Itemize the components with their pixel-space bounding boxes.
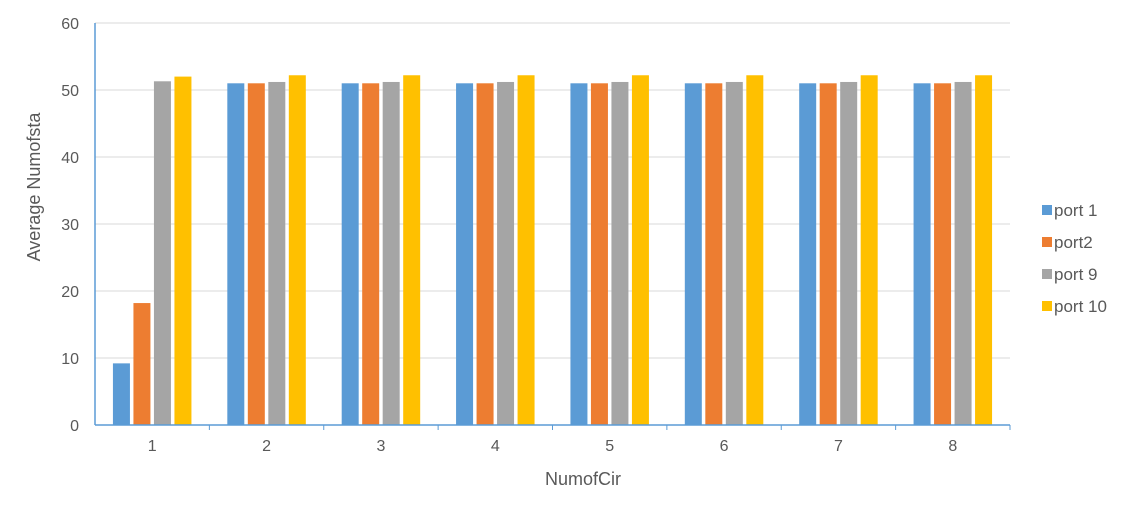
legend-swatch [1042,301,1052,311]
axes [94,23,1011,430]
bar [954,81,972,426]
bar [403,75,421,425]
y-axis-title: Average Numofsta [24,112,44,262]
bar [975,75,993,425]
y-tick-label: 0 [70,418,79,435]
bar [112,363,130,425]
legend-label: port 10 [1054,297,1107,316]
bar [725,81,743,426]
x-tick-label: 8 [948,438,957,455]
bar [746,75,764,425]
y-tick-labels: 0 10 20 30 40 50 60 [61,16,79,435]
bar [153,81,171,425]
bar [362,83,380,426]
bar [684,83,702,426]
bar [247,83,265,426]
x-tick-labels: 1 2 3 4 5 6 7 8 [148,438,958,455]
bar [819,83,837,426]
legend-label: port 1 [1054,201,1097,220]
bar [590,83,608,426]
bar [382,81,400,426]
x-tick-label: 2 [262,438,271,455]
bar [611,81,629,426]
bar [799,83,817,426]
bar [476,83,494,426]
x-tick-label: 6 [720,438,729,455]
x-tick-label: 7 [834,438,843,455]
x-tick-label: 1 [148,438,157,455]
x-tick-label: 3 [376,438,385,455]
y-tick-label: 30 [61,217,79,234]
bar [456,83,474,426]
legend-item: port 1 [1042,201,1097,220]
y-tick-label: 20 [61,284,79,301]
legend-item: port 10 [1042,297,1107,316]
legend-swatch [1042,237,1052,247]
bar [227,83,245,426]
bar [133,303,151,425]
legend-item: port2 [1042,233,1093,252]
legend-label: port 9 [1054,265,1097,284]
bar [268,81,286,426]
y-tick-label: 50 [61,83,79,100]
bar [288,75,306,425]
bar [174,76,192,425]
bar [913,83,931,426]
x-tick-label: 5 [605,438,614,455]
legend-item: port 9 [1042,265,1097,284]
x-axis-title: NumofCir [545,469,621,489]
y-tick-label: 10 [61,351,79,368]
gridlines [95,22,1010,359]
bar [570,83,588,426]
x-tick-label: 4 [491,438,500,455]
bar [497,81,515,426]
y-tick-label: 60 [61,16,79,33]
bars [112,75,993,426]
legend-swatch [1042,205,1052,215]
bar [631,75,649,425]
bar [860,75,878,425]
bar [517,75,535,425]
legend-label: port2 [1054,233,1093,252]
bar [840,81,858,426]
legend: port 1 port2 port 9 port 10 [1042,201,1107,316]
bar [705,83,723,426]
bar [934,83,952,426]
bar [341,83,359,426]
legend-swatch [1042,269,1052,279]
y-tick-label: 40 [61,150,79,167]
